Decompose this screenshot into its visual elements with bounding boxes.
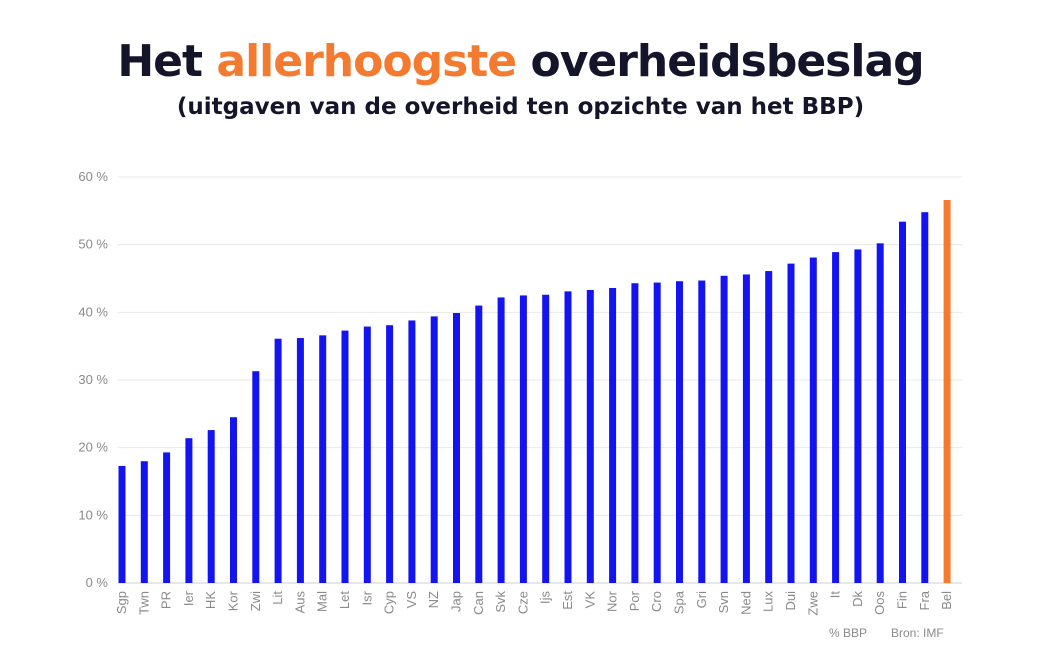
bar — [519, 295, 527, 583]
x-tick-label: Svn — [716, 591, 731, 613]
bar — [386, 325, 394, 583]
x-tick-label: Fra — [917, 590, 932, 610]
x-tick-label: Zwe — [805, 591, 820, 616]
bar — [542, 294, 550, 583]
bar — [118, 465, 126, 583]
y-tick-label: 10 % — [78, 507, 108, 522]
y-tick-label: 50 % — [78, 237, 108, 252]
title-part-1: Het — [117, 36, 217, 87]
bar — [631, 283, 639, 583]
bar — [274, 338, 282, 583]
x-tick-label: Ier — [181, 590, 196, 606]
y-tick-label: 20 % — [78, 440, 108, 455]
x-tick-label: Lux — [761, 591, 776, 612]
x-tick-label: Cyp — [382, 591, 397, 614]
chart-title: Het allerhoogste overheidsbeslag — [0, 36, 1041, 87]
x-tick-label: Ijs — [538, 591, 553, 605]
x-tick-label: Cze — [515, 591, 530, 614]
unit-note: % BBP — [829, 626, 868, 640]
x-tick-label: It — [828, 591, 843, 599]
x-tick-label: Twn — [136, 591, 151, 615]
bar — [854, 249, 862, 584]
bar — [207, 430, 215, 583]
chart-subtitle: (uitgaven van de overheid ten opzichte v… — [176, 94, 865, 120]
bar — [363, 326, 371, 583]
bar — [408, 320, 416, 583]
x-tick-label: Sgp — [114, 591, 129, 614]
x-tick-label: Est — [560, 591, 575, 610]
y-tick-label: 40 % — [78, 304, 108, 319]
bar — [185, 438, 193, 583]
bar — [943, 200, 951, 584]
bar — [564, 291, 572, 583]
x-tick-label: Lit — [270, 591, 285, 605]
x-tick-label: Zwi — [248, 591, 263, 611]
x-tick-label: PR — [159, 591, 174, 609]
bar — [430, 316, 438, 583]
x-tick-label: Fin — [895, 591, 910, 609]
x-tick-label: Isr — [359, 590, 374, 605]
y-tick-label: 0 % — [86, 575, 109, 590]
x-tick-label: Jap — [449, 591, 464, 612]
bar — [720, 275, 728, 583]
bar — [876, 243, 884, 583]
x-tick-label: Bel — [939, 591, 954, 610]
bar — [809, 257, 817, 583]
bar — [586, 290, 594, 583]
source-note: Bron: IMF — [891, 626, 944, 640]
bar — [453, 313, 460, 583]
x-tick-label: Spa — [672, 590, 687, 614]
bar — [698, 280, 706, 583]
bar — [787, 263, 795, 583]
x-tick-label: Svk — [493, 591, 508, 613]
bar — [497, 297, 505, 583]
x-tick-label: Dk — [850, 591, 865, 607]
y-tick-label: 30 % — [78, 372, 108, 387]
bar — [921, 212, 929, 584]
x-tick-label: Kor — [226, 590, 241, 611]
bar — [230, 417, 237, 583]
bar — [742, 274, 750, 583]
x-tick-label: Por — [627, 590, 642, 611]
x-tick-label: Ned — [738, 591, 753, 615]
x-tick-label: HK — [203, 591, 218, 609]
x-tick-label: VS — [404, 591, 419, 609]
title-highlight: allerhoogste — [216, 36, 517, 87]
bar — [296, 338, 304, 583]
x-tick-label: Nor — [605, 590, 620, 612]
x-tick-label: Aus — [292, 591, 307, 614]
x-tick-label: Can — [471, 591, 486, 615]
title-part-2: overheidsbeslag — [516, 36, 924, 87]
bar — [765, 271, 773, 583]
bar — [832, 252, 840, 584]
bar — [140, 461, 148, 583]
bar — [676, 281, 683, 583]
x-tick-label: Oos — [872, 591, 887, 615]
x-tick-label: Cro — [649, 591, 664, 612]
bar — [899, 221, 906, 583]
x-tick-label: VK — [582, 591, 597, 609]
bar — [252, 371, 260, 583]
x-tick-label: Mal — [315, 591, 330, 612]
bar — [475, 305, 483, 583]
bar — [319, 335, 327, 583]
bar — [609, 287, 617, 583]
y-tick-label: 60 % — [78, 169, 108, 184]
bar — [653, 282, 661, 583]
bar — [163, 452, 171, 583]
bar — [341, 330, 349, 583]
x-tick-label: Let — [337, 591, 352, 609]
x-tick-label: Gri — [694, 591, 709, 608]
x-tick-label: Dui — [783, 591, 798, 611]
x-tick-label: NZ — [426, 591, 441, 608]
